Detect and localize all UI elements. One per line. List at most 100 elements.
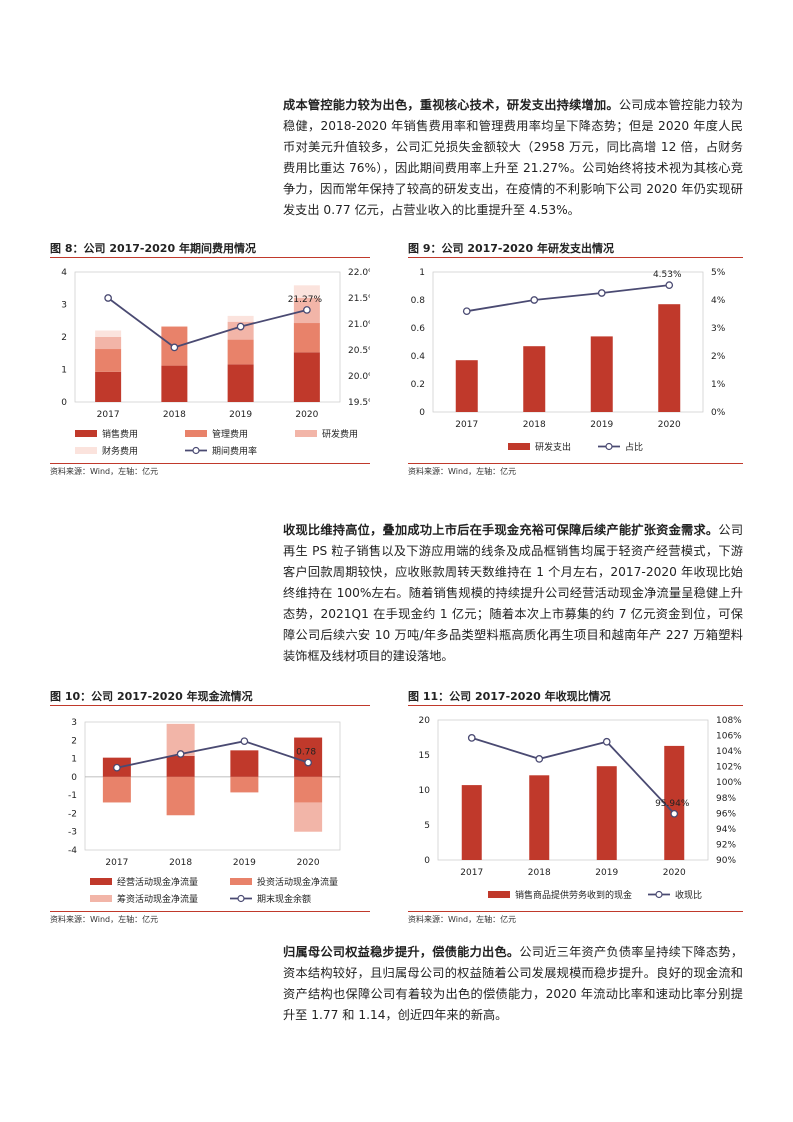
bar bbox=[161, 325, 188, 327]
plot-frame bbox=[432, 271, 704, 413]
figure-8-chart: 0 1 2 3 4 19.5% 20.0% 20.5% 21.0% 21.5% 22.0% 2017 2… bbox=[61, 268, 370, 457]
bar bbox=[664, 745, 685, 860]
plot-frame bbox=[437, 719, 709, 861]
y-tick-label: 0 bbox=[61, 398, 67, 408]
data-label: 95.94% bbox=[655, 799, 690, 809]
bar bbox=[166, 776, 195, 816]
y2-tick-label: 4% bbox=[711, 296, 726, 306]
y-tick-label: 1 bbox=[419, 268, 425, 278]
y2-tick-label: 2% bbox=[711, 352, 726, 362]
y2-tick-label: 104% bbox=[716, 747, 742, 757]
line-point bbox=[462, 307, 471, 316]
legend-label: 筹资活动现金净流量 bbox=[117, 893, 198, 905]
legend-marker bbox=[605, 442, 613, 451]
legend-label: 研发费用 bbox=[322, 428, 358, 440]
x-tick-label: 2018 bbox=[528, 868, 551, 878]
series-line bbox=[466, 284, 670, 313]
bar bbox=[293, 323, 320, 353]
y2-tick-label: 98% bbox=[716, 794, 736, 804]
figure-10-chart: -4 -3 -2 -1 0 1 2 3 2017 2018 2019 2020 0.78 经营活动现金净流… bbox=[68, 718, 341, 905]
bar bbox=[227, 364, 254, 402]
legend-label: 销售费用 bbox=[102, 428, 138, 440]
series-line bbox=[471, 737, 675, 815]
figure-10-rule bbox=[50, 705, 370, 706]
y2-tick-label: 108% bbox=[716, 716, 742, 726]
y-tick-label: 3 bbox=[71, 718, 77, 728]
legend-swatch bbox=[185, 430, 207, 437]
bar bbox=[227, 339, 254, 365]
figure-9-title: 图 9：公司 2017-2020 年研发支出情况 bbox=[408, 242, 614, 255]
bar bbox=[294, 737, 323, 777]
x-tick-label: 2019 bbox=[595, 868, 618, 878]
bar bbox=[590, 336, 613, 412]
bar bbox=[294, 802, 323, 832]
paragraph-cost-control: 成本管控能力较为出色，重视核心技术，研发支出持续增加。公司成本管控能力较为稳健，… bbox=[283, 95, 743, 221]
legend-label: 经营活动现金净流量 bbox=[117, 876, 198, 888]
y2-tick-label: 102% bbox=[716, 763, 742, 773]
legend-marker bbox=[655, 890, 663, 899]
y2-tick-label: 1% bbox=[711, 380, 726, 390]
series-line bbox=[116, 740, 309, 769]
bar bbox=[455, 360, 478, 412]
legend-label: 占比 bbox=[625, 441, 643, 453]
x-tick-label: 2019 bbox=[229, 410, 252, 420]
y-tick-label: 4 bbox=[61, 268, 67, 278]
line-point bbox=[530, 296, 539, 304]
legend-label: 管理费用 bbox=[212, 428, 248, 440]
y2-tick-label: 90% bbox=[716, 856, 736, 866]
legend-label: 投资活动现金净流量 bbox=[257, 876, 338, 888]
bar bbox=[95, 349, 122, 372]
y2-tick-label: 20.5% bbox=[348, 346, 370, 356]
y-tick-label: 2 bbox=[71, 736, 77, 746]
bar bbox=[95, 330, 122, 337]
y-tick-label: 10 bbox=[419, 786, 431, 796]
x-tick-label: 2020 bbox=[295, 410, 318, 420]
figure-10-title: 图 10：公司 2017-2020 年现金流情况 bbox=[50, 690, 253, 703]
legend-label: 收现比 bbox=[675, 889, 702, 901]
figure-8-bottom-rule bbox=[50, 463, 370, 464]
paragraph-body: 公司成本管控能力较为稳健，2018-2020 年销售费用率和管理费用率均呈下降态… bbox=[283, 98, 744, 217]
y2-tick-label: 22.0% bbox=[348, 268, 370, 278]
y2-tick-label: 92% bbox=[716, 840, 736, 850]
bar bbox=[230, 750, 259, 777]
y-tick-label: 1 bbox=[61, 366, 67, 376]
y-tick-label: 0.2 bbox=[411, 380, 425, 390]
x-tick-label: 2020 bbox=[658, 420, 681, 430]
y2-tick-label: 3% bbox=[711, 324, 726, 334]
line-point bbox=[176, 750, 185, 758]
y-tick-label: 3 bbox=[61, 301, 67, 311]
y2-tick-label: 94% bbox=[716, 825, 736, 835]
figure-8-title: 图 8：公司 2017-2020 年期间费用情况 bbox=[50, 242, 256, 255]
paragraph-heading: 成本管控能力较为出色，重视核心技术，研发支出持续增加。 bbox=[283, 98, 619, 112]
x-tick-label: 2020 bbox=[297, 858, 320, 868]
y-tick-label: 5 bbox=[424, 821, 430, 831]
y2-tick-label: 5% bbox=[711, 268, 726, 278]
legend-marker bbox=[237, 894, 245, 903]
x-tick-label: 2018 bbox=[163, 410, 186, 420]
x-tick-label: 2020 bbox=[663, 868, 686, 878]
legend-marker bbox=[192, 446, 200, 455]
bar bbox=[529, 775, 550, 860]
bar bbox=[293, 352, 320, 402]
series-line bbox=[107, 297, 308, 349]
x-tick-label: 2017 bbox=[455, 420, 478, 430]
y2-tick-label: 106% bbox=[716, 732, 742, 742]
data-label: 4.53% bbox=[653, 270, 682, 280]
figure-11-title: 图 11：公司 2017-2020 年收现比情况 bbox=[408, 690, 611, 703]
figure-9-bottom-rule bbox=[408, 463, 743, 464]
legend-swatch bbox=[90, 878, 112, 885]
y2-tick-label: 21.0% bbox=[348, 320, 370, 330]
bar bbox=[227, 315, 254, 322]
figure-9-source: 资料来源：Wind，左轴：亿元 bbox=[408, 467, 517, 476]
line-point bbox=[535, 755, 544, 763]
x-tick-label: 2019 bbox=[233, 858, 256, 868]
legend-label: 研发支出 bbox=[535, 441, 571, 453]
line-point bbox=[597, 289, 606, 297]
legend-swatch bbox=[230, 878, 252, 885]
y-tick-label: 1 bbox=[71, 755, 77, 765]
line-point bbox=[602, 737, 611, 746]
line-point bbox=[113, 763, 121, 772]
legend-label: 销售商品提供劳务收到的现金 bbox=[515, 889, 632, 901]
bar bbox=[658, 304, 681, 412]
figure-8-rule bbox=[50, 257, 370, 258]
